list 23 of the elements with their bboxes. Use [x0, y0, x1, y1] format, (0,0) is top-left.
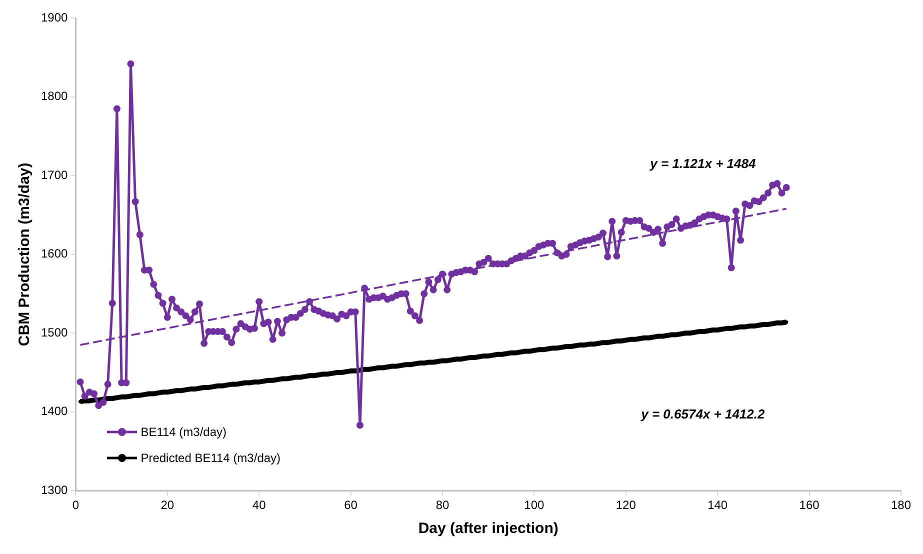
y-tick-label: 1800 [40, 89, 68, 104]
x-tick-label: 80 [436, 498, 450, 512]
legend-label: BE114 (m3/day) [140, 424, 227, 439]
x-tick-label: 40 [252, 498, 266, 512]
y-tick-label: 1300 [40, 482, 68, 497]
y-tick-label: 1700 [40, 168, 68, 182]
x-tick-label: 60 [344, 498, 358, 512]
annotation: y = 1.121x + 1484 [649, 156, 756, 172]
x-tick-label: 160 [799, 498, 820, 512]
annotation: y = 0.6574x + 1412.2 [640, 406, 766, 422]
x-tick-label: 120 [616, 498, 636, 512]
y-tick-label: 1900 [40, 10, 68, 25]
x-tick-label: 100 [524, 498, 545, 512]
x-tick-label: 140 [708, 498, 728, 512]
y-tick-label: 1500 [40, 325, 68, 340]
y-tick-label: 1600 [40, 246, 68, 261]
legend-label: Predicted BE114 (m3/day) [140, 450, 281, 465]
x-tick-label: 20 [160, 498, 174, 512]
x-tick-label: 0 [72, 498, 80, 512]
x-tick-label: 180 [890, 498, 912, 512]
y-tick-label: 1400 [40, 404, 68, 418]
x-axis-title: Day (after injection) [418, 520, 558, 538]
y-axis-title: CBM Production (m3/day) [16, 162, 34, 346]
